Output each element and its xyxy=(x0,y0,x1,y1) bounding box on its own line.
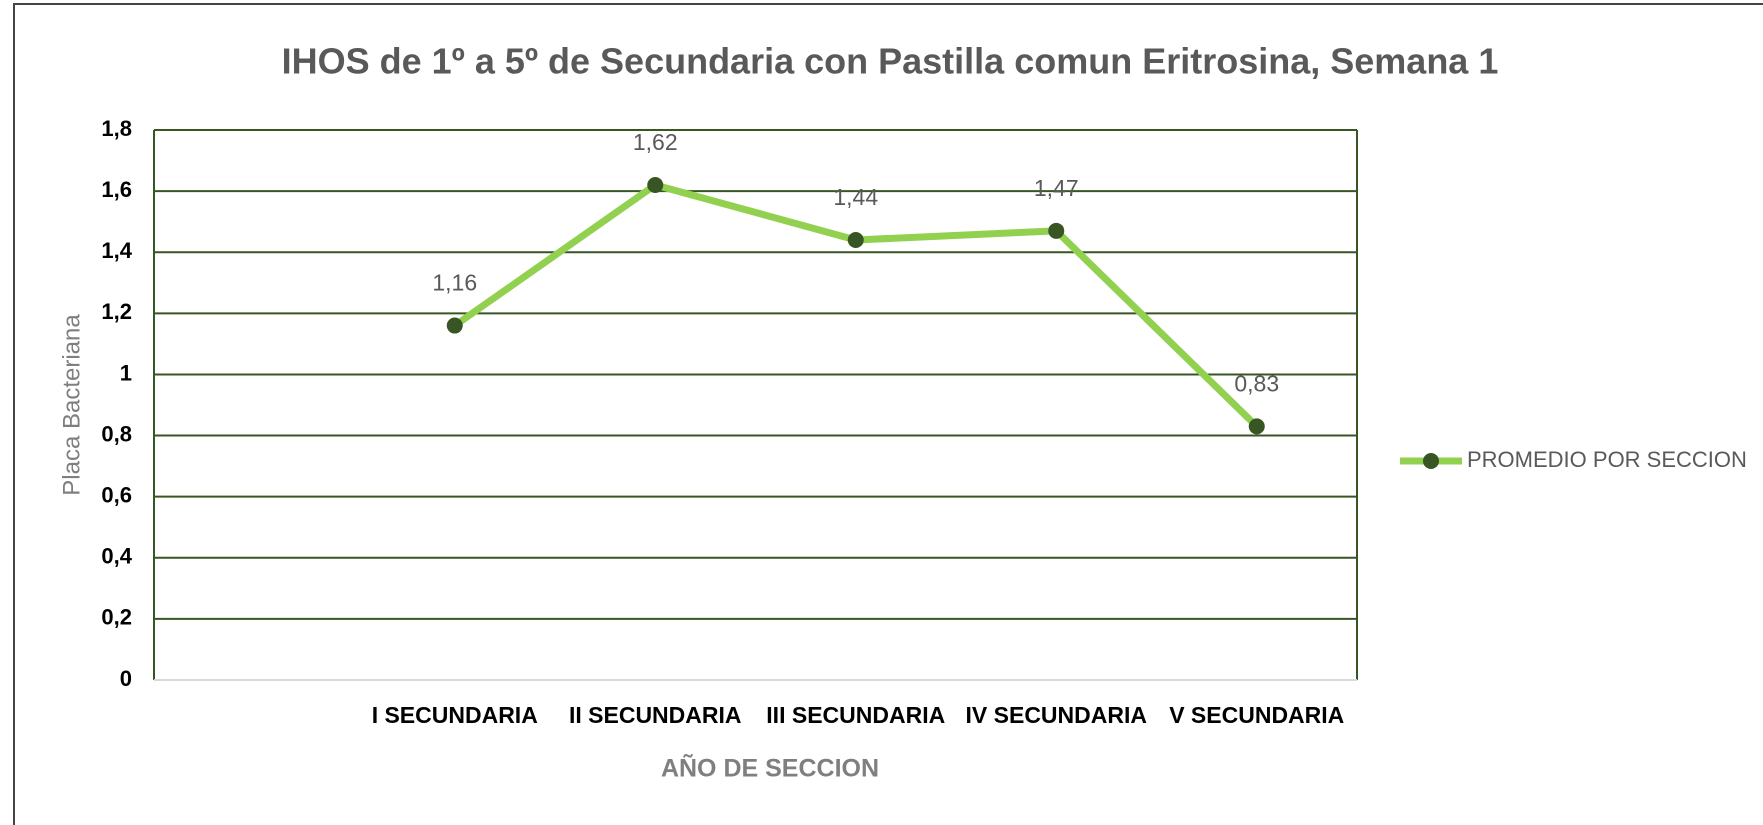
data-label: 0,83 xyxy=(1234,370,1279,396)
y-axis-title: Placa Bacteriana xyxy=(58,314,85,496)
legend-marker xyxy=(1423,453,1439,469)
y-tick-label: 1 xyxy=(120,360,132,385)
chart-title: IHOS de 1º a 5º de Secundaria con Pastil… xyxy=(282,41,1499,82)
y-tick-label: 0,8 xyxy=(101,421,132,446)
x-axis-title: AÑO DE SECCION xyxy=(661,753,879,783)
x-tick-label: III SECUNDARIA xyxy=(766,702,945,728)
x-tick-label: IV SECUNDARIA xyxy=(966,702,1147,728)
y-tick-label: 1,4 xyxy=(101,238,132,263)
data-label: 1,16 xyxy=(432,270,477,296)
data-point xyxy=(1248,418,1265,435)
x-tick-label: II SECUNDARIA xyxy=(569,702,742,728)
x-tick-label: I SECUNDARIA xyxy=(372,702,538,728)
y-tick-label: 0 xyxy=(120,666,132,691)
data-label: 1,47 xyxy=(1034,175,1079,201)
y-tick-label: 0,2 xyxy=(101,605,132,630)
legend-label: PROMEDIO POR SECCION xyxy=(1467,447,1747,472)
data-point xyxy=(446,317,463,334)
data-label: 1,62 xyxy=(633,129,678,155)
y-tick-label: 1,6 xyxy=(101,177,132,202)
y-tick-label: 0,6 xyxy=(101,482,132,507)
y-tick-label: 0,4 xyxy=(101,544,132,569)
data-point xyxy=(1048,222,1065,239)
data-label: 1,44 xyxy=(833,184,878,210)
chart-frame xyxy=(13,3,1763,825)
x-tick-label: V SECUNDARIA xyxy=(1169,702,1344,728)
y-tick-label: 1,8 xyxy=(101,116,132,141)
data-point xyxy=(647,177,664,193)
data-point xyxy=(847,232,864,248)
y-tick-label: 1,2 xyxy=(101,299,132,324)
